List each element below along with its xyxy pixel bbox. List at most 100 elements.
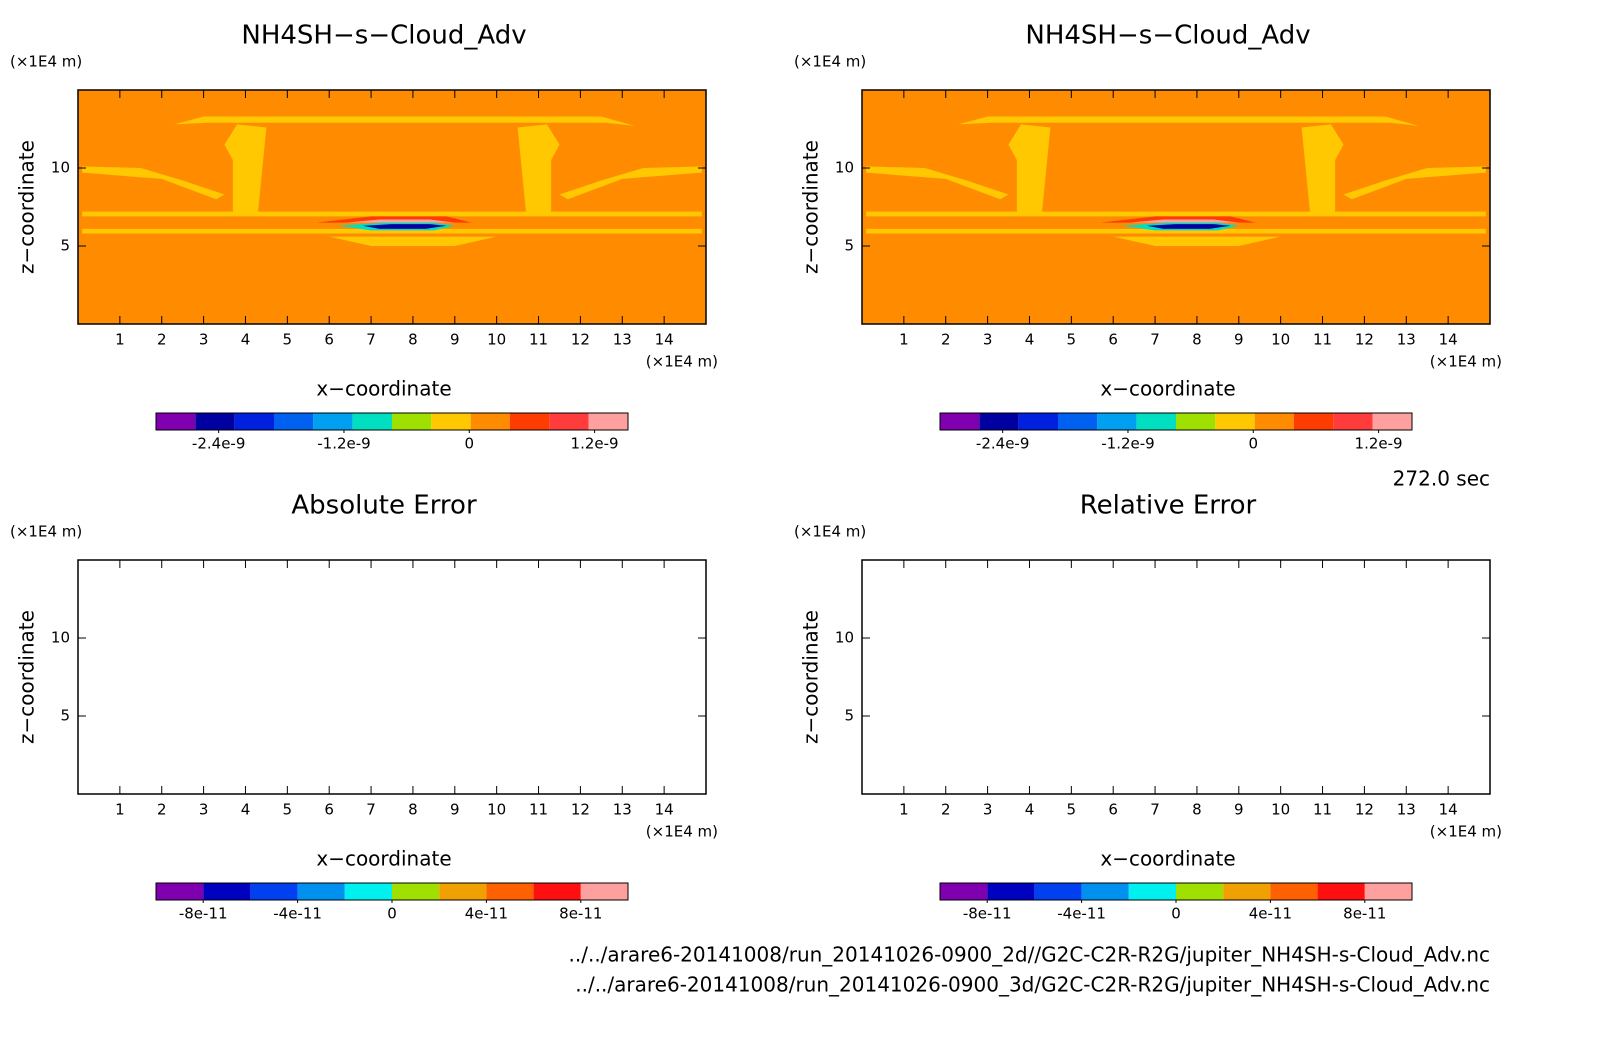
plot-frame	[77, 89, 707, 325]
plot-background	[862, 90, 1490, 324]
x-tick-label: 12	[571, 331, 590, 349]
x-tick-label: 5	[1067, 331, 1077, 349]
x-axis-label: x−coordinate	[316, 847, 451, 871]
colorbar-swatch	[510, 413, 550, 430]
x-tick-label: 10	[487, 331, 506, 349]
colorbar-tick-label: 4e-11	[1249, 905, 1292, 923]
colorbar-swatch	[1223, 883, 1271, 900]
y-unit: (×1E4 m)	[10, 53, 82, 71]
x-tick-label: 3	[983, 331, 993, 349]
contour-region	[82, 211, 702, 217]
x-tick-label: 10	[487, 801, 506, 819]
x-tick-label: 11	[1313, 331, 1332, 349]
x-unit: (×1E4 m)	[646, 823, 718, 841]
contour-region	[329, 236, 497, 246]
colorbar-swatch	[1254, 413, 1294, 430]
x-tick-label: 10	[1271, 331, 1290, 349]
contour-region	[1146, 224, 1231, 229]
contour-region	[1129, 219, 1239, 223]
colorbar-swatch	[1136, 413, 1176, 430]
contour-region	[1113, 236, 1281, 246]
y-unit: (×1E4 m)	[794, 53, 866, 71]
y-tick-label: 10	[51, 629, 70, 647]
x-tick-label: 13	[1397, 801, 1416, 819]
x-tick-label: 5	[1067, 801, 1077, 819]
x-axis-label: x−coordinate	[316, 377, 451, 401]
x-tick-label: 11	[529, 801, 548, 819]
contour-region	[82, 166, 225, 200]
x-tick-label: 7	[1150, 801, 1160, 819]
contour-region	[866, 228, 1486, 234]
x-unit: (×1E4 m)	[1430, 353, 1502, 371]
colorbar-swatch	[1372, 413, 1412, 430]
x-tick-label: 12	[571, 801, 590, 819]
x-tick-label: 2	[941, 331, 951, 349]
colorbar-tick-label: 0	[1249, 435, 1259, 453]
colorbar-tick-label: 1.2e-9	[571, 435, 619, 453]
x-tick-label: 7	[366, 331, 376, 349]
x-tick-label: 6	[1108, 331, 1118, 349]
x-tick-label: 8	[1192, 331, 1202, 349]
plot-background	[78, 560, 706, 794]
colorbar-swatch	[549, 413, 589, 430]
x-tick-label: 14	[1439, 801, 1458, 819]
contour-region	[866, 211, 1486, 217]
x-tick-label: 11	[1313, 801, 1332, 819]
x-tick-label: 11	[529, 331, 548, 349]
colorbar-swatch	[439, 883, 487, 900]
x-tick-label: 5	[283, 331, 293, 349]
colorbar-swatch	[1333, 413, 1373, 430]
colorbar-tick-label: 0	[465, 435, 475, 453]
colorbar-swatch	[156, 883, 204, 900]
x-tick-label: 13	[613, 801, 632, 819]
colorbar-tick-label: -4e-11	[273, 905, 322, 923]
x-tick-label: 8	[408, 801, 418, 819]
x-tick-label: 3	[199, 331, 209, 349]
x-tick-label: 2	[157, 331, 167, 349]
contour-region	[174, 116, 635, 126]
colorbar-tick-label: -8e-11	[179, 905, 228, 923]
colorbar-swatch	[313, 413, 353, 430]
colorbar-swatch	[274, 413, 314, 430]
colorbar-swatch	[1081, 883, 1129, 900]
contour-region	[224, 124, 267, 215]
colorbar-tick-label: -2.4e-9	[976, 435, 1029, 453]
plot-background	[78, 90, 706, 324]
x-tick-label: 4	[1025, 801, 1035, 819]
y-axis-label: z−coordinate	[15, 610, 39, 744]
x-tick-label: 14	[655, 331, 674, 349]
colorbar-swatch	[297, 883, 345, 900]
y-tick-label: 10	[835, 629, 854, 647]
contour-region	[362, 224, 447, 229]
colorbar-swatch	[1128, 883, 1176, 900]
time-label: 272.0 sec	[1393, 467, 1490, 491]
panel-title: Relative Error	[1080, 491, 1257, 521]
colorbar-swatch	[987, 883, 1035, 900]
colorbar-swatch	[352, 413, 392, 430]
plot-frame	[861, 89, 1491, 325]
y-tick-label: 5	[60, 237, 70, 255]
x-tick-label: 5	[283, 801, 293, 819]
colorbar-swatch	[940, 883, 988, 900]
x-tick-label: 6	[1108, 801, 1118, 819]
x-axis-label: x−coordinate	[1100, 377, 1235, 401]
x-tick-label: 13	[1397, 331, 1416, 349]
x-tick-label: 2	[157, 801, 167, 819]
y-tick-label: 5	[844, 707, 854, 725]
colorbar-tick-label: 4e-11	[465, 905, 508, 923]
x-unit: (×1E4 m)	[1430, 823, 1502, 841]
contour-region	[517, 124, 560, 215]
contour-field	[82, 116, 702, 246]
colorbar-tick-label: 0	[1171, 905, 1181, 923]
x-tick-label: 1	[115, 801, 125, 819]
colorbar-tick-label: 8e-11	[1343, 905, 1386, 923]
y-axis-label: z−coordinate	[15, 140, 39, 274]
x-tick-label: 1	[899, 801, 909, 819]
x-tick-label: 4	[241, 801, 251, 819]
colorbar-swatch	[1176, 413, 1216, 430]
colorbar-swatch	[533, 883, 581, 900]
contour-region	[345, 219, 455, 223]
x-tick-label: 10	[1271, 801, 1290, 819]
file-path: ../../arare6-20141008/run_20141026-0900_…	[575, 973, 1490, 997]
